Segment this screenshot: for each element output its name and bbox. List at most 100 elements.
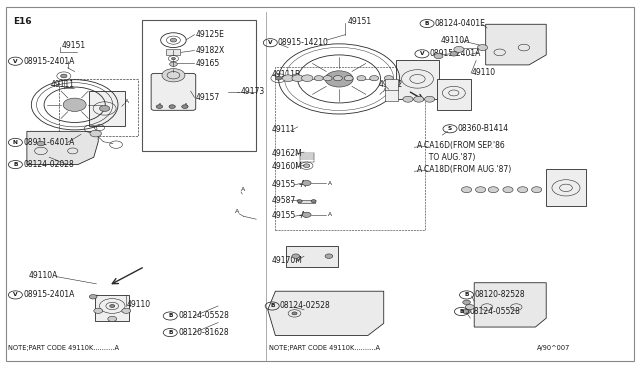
Text: A: A <box>158 103 162 108</box>
Circle shape <box>301 75 313 81</box>
Circle shape <box>162 68 185 82</box>
Text: A: A <box>328 180 332 186</box>
Bar <box>298 200 315 203</box>
Text: 08915-2401A: 08915-2401A <box>429 49 481 58</box>
Text: B: B <box>270 304 275 308</box>
Circle shape <box>403 96 413 102</box>
Circle shape <box>325 254 333 259</box>
FancyBboxPatch shape <box>396 60 438 99</box>
Circle shape <box>503 187 513 193</box>
Text: 49157: 49157 <box>196 93 220 102</box>
Circle shape <box>108 316 116 321</box>
Text: -A: -A <box>298 180 306 189</box>
Text: NOTE;PART CODE 49110K..........A: NOTE;PART CODE 49110K..........A <box>269 346 380 352</box>
Text: 49170M: 49170M <box>271 256 303 265</box>
Text: CA16D(FROM SEP.'86: CA16D(FROM SEP.'86 <box>424 141 504 150</box>
Circle shape <box>311 200 316 203</box>
Text: 49111B: 49111B <box>271 70 301 79</box>
Text: 08124-0401E: 08124-0401E <box>435 19 486 28</box>
Text: -A: -A <box>298 211 306 220</box>
Text: V: V <box>13 292 18 298</box>
Text: 49162M: 49162M <box>271 149 302 158</box>
FancyBboxPatch shape <box>285 246 339 267</box>
Text: A: A <box>417 165 422 174</box>
Text: A: A <box>383 87 387 93</box>
Text: 08120-82528: 08120-82528 <box>474 291 525 299</box>
Circle shape <box>169 105 175 109</box>
Text: CA18D(FROM AUG.'87): CA18D(FROM AUG.'87) <box>424 165 511 174</box>
Polygon shape <box>268 291 384 336</box>
Text: A: A <box>241 187 246 192</box>
Circle shape <box>297 200 302 203</box>
Text: 08124-05528: 08124-05528 <box>469 307 520 316</box>
Circle shape <box>370 76 379 81</box>
Text: S: S <box>448 126 452 131</box>
Circle shape <box>122 308 131 313</box>
Text: A: A <box>235 209 239 214</box>
Text: 08124-02528: 08124-02528 <box>280 301 331 311</box>
Text: 49110: 49110 <box>472 68 496 77</box>
Text: N: N <box>13 140 18 145</box>
FancyBboxPatch shape <box>90 91 125 126</box>
Text: 49155: 49155 <box>271 180 296 189</box>
Text: 49155: 49155 <box>271 211 296 220</box>
Circle shape <box>302 180 311 186</box>
Circle shape <box>477 45 488 51</box>
Text: 08915-2401A: 08915-2401A <box>23 291 74 299</box>
Circle shape <box>100 106 109 112</box>
Circle shape <box>488 187 499 193</box>
Circle shape <box>532 187 541 193</box>
Text: 49151: 49151 <box>62 41 86 50</box>
Text: B: B <box>168 330 172 335</box>
Circle shape <box>292 254 300 259</box>
Text: 49111: 49111 <box>51 80 75 89</box>
Circle shape <box>170 38 177 42</box>
Text: 49111: 49111 <box>271 125 296 134</box>
Circle shape <box>323 76 332 81</box>
Circle shape <box>333 76 342 81</box>
Text: 49110: 49110 <box>126 300 150 310</box>
Circle shape <box>413 96 424 102</box>
Text: 49151: 49151 <box>348 17 372 26</box>
Circle shape <box>476 187 486 193</box>
FancyBboxPatch shape <box>151 73 196 110</box>
Circle shape <box>463 310 470 314</box>
Circle shape <box>90 295 97 299</box>
Text: 08915-14210: 08915-14210 <box>278 38 329 47</box>
Circle shape <box>37 141 45 146</box>
Text: 49752: 49752 <box>379 80 403 89</box>
Text: V: V <box>13 59 18 64</box>
Circle shape <box>325 71 353 87</box>
Circle shape <box>90 130 101 137</box>
Text: B: B <box>13 162 17 167</box>
Text: B: B <box>425 21 429 26</box>
Circle shape <box>170 62 177 66</box>
Text: 08915-2401A: 08915-2401A <box>23 57 74 66</box>
Circle shape <box>357 76 366 81</box>
Circle shape <box>518 187 528 193</box>
Text: 49173: 49173 <box>241 87 264 96</box>
Bar <box>141 20 256 151</box>
Text: 49110A: 49110A <box>441 36 470 45</box>
Circle shape <box>63 98 86 112</box>
FancyBboxPatch shape <box>546 169 586 206</box>
Text: A: A <box>184 103 188 108</box>
Text: 08124-05528: 08124-05528 <box>179 311 229 320</box>
Bar <box>385 79 397 101</box>
Text: 49165: 49165 <box>196 59 220 68</box>
Text: 49125E: 49125E <box>196 30 225 39</box>
Circle shape <box>182 105 188 109</box>
Text: NOTE;PART CODE 49110K..........A: NOTE;PART CODE 49110K..........A <box>8 346 119 352</box>
Text: 49587: 49587 <box>271 196 296 205</box>
Circle shape <box>463 300 470 305</box>
Circle shape <box>434 54 443 59</box>
Circle shape <box>292 312 297 315</box>
Circle shape <box>454 46 464 52</box>
Text: A: A <box>417 141 422 150</box>
Circle shape <box>292 75 303 81</box>
FancyBboxPatch shape <box>436 78 471 110</box>
Text: A: A <box>125 99 129 104</box>
Text: 08911-6401A: 08911-6401A <box>23 138 74 147</box>
Text: 49182X: 49182X <box>196 46 225 55</box>
Circle shape <box>314 76 323 81</box>
